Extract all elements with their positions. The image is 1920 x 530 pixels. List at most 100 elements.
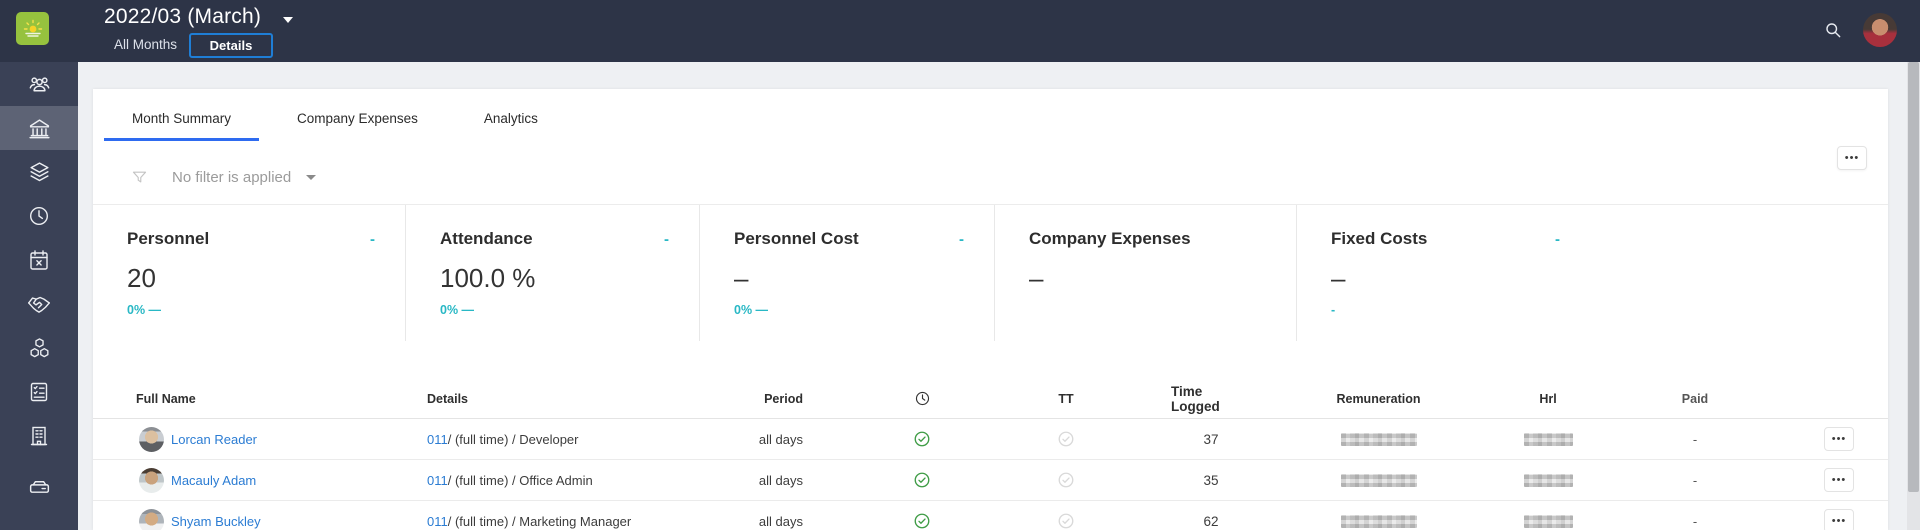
col-attendance-clock[interactable] (902, 379, 942, 418)
handshake-icon (28, 296, 50, 313)
employee-name-link[interactable]: Macauly Adam (171, 472, 257, 488)
check-circle-muted-icon (1058, 431, 1074, 447)
sidebar-item-equipment[interactable] (0, 465, 78, 509)
sidebar-item-tasks[interactable] (0, 370, 78, 414)
check-circle-icon (914, 431, 930, 447)
hrl-cell (1508, 460, 1588, 500)
tt-status[interactable] (1046, 460, 1086, 500)
card-subvalue: 0% — (440, 303, 475, 317)
layers-icon (29, 161, 49, 181)
panel-more-button[interactable]: ••• (1837, 146, 1867, 170)
sidebar-item-bank[interactable] (0, 106, 78, 150)
summary-card-company-expenses: Company Expenses – (994, 205, 1296, 341)
period-cell: all days (758, 431, 803, 447)
bank-icon (28, 118, 50, 138)
details-code-link[interactable]: 011 (427, 472, 448, 488)
table-row: Macauly Adam 011 / (full time) / Office … (93, 460, 1888, 501)
app-logo-icon[interactable] (16, 12, 49, 45)
time-logged-cell: 62 (1203, 513, 1219, 529)
remuneration-cell (1301, 501, 1456, 530)
col-tt[interactable]: TT (1058, 391, 1074, 406)
personnel-table: Full Name Details Period TT Time Logged … (93, 379, 1888, 530)
tab-company-expenses[interactable]: Company Expenses (297, 111, 418, 126)
top-header: 2022/03 (March) All Months Details (0, 0, 1920, 62)
col-remuneration[interactable]: Remuneration (1336, 391, 1421, 406)
details-text: / (full time) / Office Admin (447, 472, 593, 488)
period-cell: all days (758, 513, 803, 529)
check-circle-icon (914, 472, 930, 488)
filter-label[interactable]: No filter is applied (172, 168, 292, 186)
chevron-down-icon[interactable] (306, 174, 317, 180)
card-title: Company Expenses (1029, 229, 1191, 248)
employee-name-link[interactable]: Lorcan Reader (171, 431, 257, 447)
row-actions: ••• (1824, 460, 1854, 500)
summary-card-personnel-cost: Personnel Cost - – 0% — (699, 205, 994, 341)
paid-cell: - (1692, 472, 1698, 488)
col-paid[interactable]: Paid (1681, 391, 1709, 406)
check-circle-muted-icon (1058, 513, 1074, 529)
tab-month-summary[interactable]: Month Summary (104, 99, 260, 141)
tab-all-months[interactable]: All Months (114, 37, 178, 52)
details-cell: 011 / (full time) / Marketing Manager (427, 501, 631, 530)
details-cell: 011 / (full time) / Developer (427, 419, 579, 459)
row-more-button[interactable]: ••• (1824, 427, 1854, 451)
col-details[interactable]: Details (427, 391, 468, 406)
clock-icon (29, 206, 49, 226)
avatar (139, 460, 164, 500)
card-subvalue: 0% — (734, 303, 769, 317)
filter-bar: No filter is applied (131, 163, 1888, 191)
details-code-link[interactable]: 011 (427, 431, 448, 447)
redacted-value (1340, 514, 1417, 528)
tab-analytics[interactable]: Analytics (483, 111, 538, 126)
remuneration-cell (1301, 460, 1456, 500)
scrollbar[interactable] (1907, 62, 1920, 530)
period-cell: all days (758, 472, 803, 488)
card-value: 20 (127, 263, 156, 293)
cubes-icon (29, 337, 49, 357)
sidebar-item-company[interactable] (0, 414, 78, 458)
card-value: 100.0 % (440, 263, 536, 293)
row-actions: ••• (1824, 501, 1854, 530)
col-hrl[interactable]: Hrl (1539, 391, 1557, 406)
main-panel: Month Summary Company Expenses Analytics… (93, 89, 1888, 530)
chevron-down-icon[interactable] (283, 17, 293, 23)
content-tabs: Month Summary Company Expenses Analytics (93, 89, 1888, 141)
redacted-value (1340, 473, 1417, 487)
employee-name-link[interactable]: Shyam Buckley (171, 513, 261, 529)
tab-details[interactable]: Details (189, 33, 273, 58)
sidebar-item-assets[interactable] (0, 326, 78, 370)
card-title: Attendance (440, 229, 533, 248)
user-avatar[interactable] (1863, 13, 1897, 47)
col-period[interactable]: Period (764, 391, 803, 406)
search-icon[interactable] (1823, 20, 1843, 45)
sidebar-item-layers[interactable] (0, 150, 78, 194)
sidebar-item-time[interactable] (0, 194, 78, 238)
attendance-status[interactable] (902, 501, 942, 530)
redacted-value (1340, 432, 1417, 446)
card-trend: - (370, 230, 375, 248)
sidebar-item-partners[interactable] (0, 282, 78, 326)
sidebar-item-users[interactable] (0, 62, 78, 106)
row-more-button[interactable]: ••• (1824, 509, 1854, 530)
redacted-value (1523, 473, 1573, 487)
check-circle-icon (914, 513, 930, 529)
sidebar-item-absence[interactable] (0, 238, 78, 282)
tt-status[interactable] (1046, 419, 1086, 459)
sun-icon (23, 19, 42, 37)
row-more-button[interactable]: ••• (1824, 468, 1854, 492)
details-code-link[interactable]: 011 (427, 513, 448, 529)
card-value: – (1029, 263, 1044, 293)
tt-status[interactable] (1046, 501, 1086, 530)
attendance-status[interactable] (902, 419, 942, 459)
drive-icon (29, 480, 49, 493)
card-trend: - (959, 230, 964, 248)
col-full-name[interactable]: Full Name (136, 391, 196, 406)
scrollbar-thumb[interactable] (1908, 62, 1919, 492)
page-title[interactable]: 2022/03 (March) (104, 5, 262, 28)
attendance-status[interactable] (902, 460, 942, 500)
check-circle-muted-icon (1058, 472, 1074, 488)
card-title: Personnel (127, 229, 210, 248)
details-text: / (full time) / Developer (447, 431, 579, 447)
card-title: Personnel Cost (734, 229, 859, 248)
col-time-logged[interactable]: Time Logged (1171, 383, 1220, 414)
